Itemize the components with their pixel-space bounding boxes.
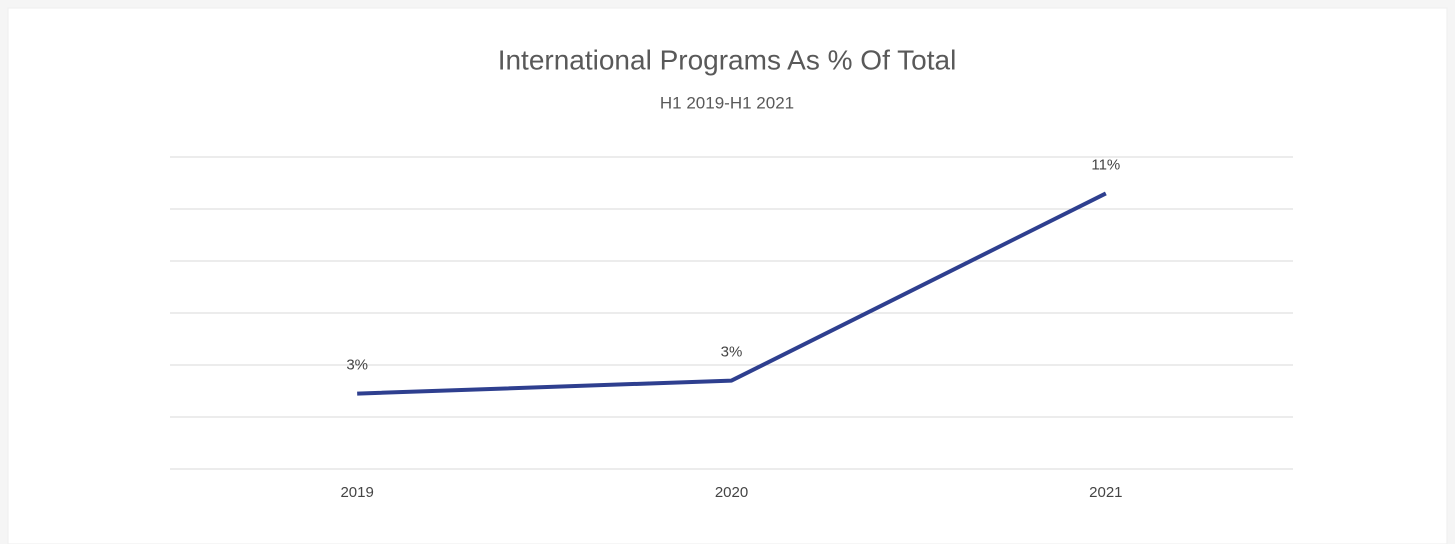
- chart-title: International Programs As % Of Total: [498, 44, 957, 75]
- data-label: 3%: [346, 357, 368, 374]
- data-label: 11%: [1091, 156, 1120, 173]
- data-label: 3%: [721, 344, 743, 361]
- chart-card: [7, 7, 1448, 544]
- chart-subtitle: H1 2019-H1 2021: [660, 93, 794, 112]
- x-tick-label: 2019: [340, 484, 373, 501]
- x-tick-label: 2020: [715, 484, 748, 501]
- data-line: [357, 191, 1107, 396]
- x-tick-label: 2021: [1089, 484, 1122, 501]
